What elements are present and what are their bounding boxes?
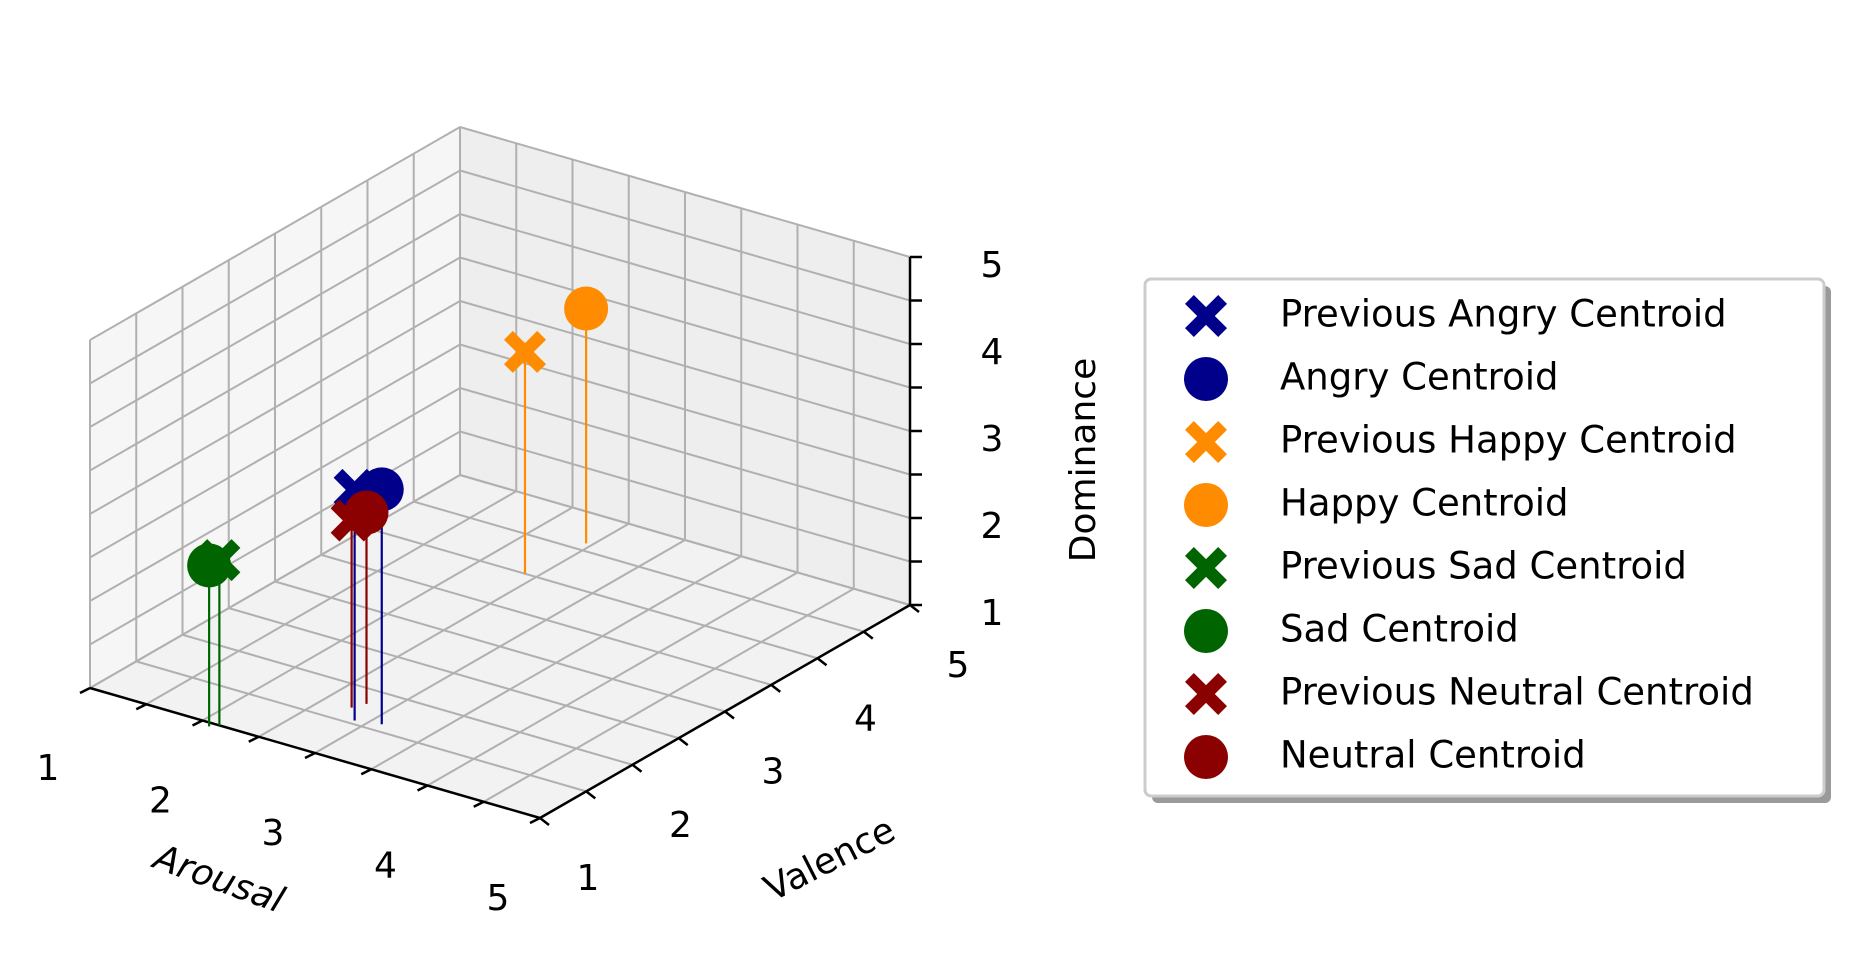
- y-tick-label: 3: [762, 752, 785, 793]
- legend-marker-circle: [1184, 735, 1228, 779]
- previous-happy-centroid-point: [504, 330, 546, 373]
- floor-grid-x: [370, 555, 742, 771]
- x-tick: [135, 703, 147, 711]
- legend-label: Angry Centroid: [1280, 356, 1558, 399]
- neutral-centroid-point: [344, 490, 389, 535]
- x-tick-label: 2: [149, 781, 172, 822]
- legend-item-previous-neutral-centroid: Previous Neutral Centroid: [1185, 671, 1754, 715]
- x-tick-label: 3: [262, 813, 285, 854]
- x-tick-label: 4: [374, 846, 397, 887]
- x-tick: [529, 816, 541, 825]
- legend-label: Neutral Centroid: [1280, 734, 1586, 777]
- floor-grid-x: [483, 587, 855, 803]
- x-tick: [473, 800, 485, 808]
- legend-marker-x: [1185, 547, 1227, 589]
- legend-marker-x: [1185, 421, 1227, 463]
- x-tick-label: 5: [487, 878, 510, 919]
- back-wall-grid-z: [459, 213, 911, 345]
- z-axis-label: Dominance: [1063, 358, 1104, 562]
- stem-lines: [208, 308, 588, 727]
- y-tick: [862, 630, 874, 640]
- legend-box: [1143, 277, 1826, 798]
- y-tick: [585, 790, 597, 800]
- legend-label: Previous Sad Centroid: [1280, 545, 1687, 588]
- floor-grid-y: [459, 474, 911, 606]
- left-wall-grid-z: [89, 213, 461, 428]
- y-tick: [770, 683, 782, 693]
- legend-label: Previous Happy Centroid: [1280, 419, 1737, 462]
- floor-grid-y: [413, 500, 865, 633]
- legend: Previous Angry Centroid Angry Centroid Pre…: [1143, 277, 1831, 803]
- x-tick: [191, 719, 204, 727]
- x-tick: [79, 686, 91, 695]
- axis-lines: [79, 255, 922, 826]
- x-tick: [360, 768, 372, 776]
- x-tick: [304, 751, 316, 760]
- legend-label: Happy Centroid: [1280, 482, 1568, 525]
- back-wall-grid-z: [459, 126, 911, 258]
- happy-centroid-point: [564, 286, 609, 331]
- x-tick: [248, 735, 260, 743]
- legend-marker-circle: [1184, 483, 1228, 527]
- sad-centroid-point: [187, 543, 232, 588]
- left-wall-grid-z: [89, 126, 461, 341]
- y-tick: [909, 604, 920, 613]
- left-wall-grid-z: [89, 300, 461, 515]
- back-wall-grid-z: [459, 300, 911, 432]
- legend-item-previous-sad-centroid: Previous Sad Centroid: [1185, 545, 1687, 589]
- y-tick-label: 5: [947, 645, 970, 686]
- y-tick: [539, 817, 550, 826]
- floor-grid-y: [274, 580, 726, 713]
- legend-item-sad-centroid: Sad Centroid: [1184, 608, 1519, 653]
- z-tick-label: 3: [981, 419, 1004, 460]
- legend-marker-x: [1185, 673, 1227, 715]
- legend-marker-x: [1185, 295, 1227, 337]
- x-tick: [416, 784, 429, 792]
- legend-label: Sad Centroid: [1280, 608, 1519, 651]
- left-wall-grid-z: [89, 256, 461, 472]
- y-tick-label: 4: [854, 698, 877, 739]
- legend-item-previous-happy-centroid: Previous Happy Centroid: [1185, 419, 1737, 463]
- y-axis-label: Valence: [758, 810, 902, 910]
- back-wall-grid-z: [459, 169, 911, 302]
- x-tick-label: 1: [37, 748, 60, 789]
- legend-item-angry-centroid: Angry Centroid: [1184, 356, 1558, 401]
- legend-label: Previous Angry Centroid: [1280, 293, 1727, 336]
- y-tick: [631, 763, 643, 773]
- legend-item-previous-angry-centroid: Previous Angry Centroid: [1185, 293, 1727, 337]
- back-wall-grid-z: [459, 256, 911, 389]
- legend-label: Previous Neutral Centroid: [1280, 671, 1754, 714]
- y-tick: [724, 710, 735, 720]
- floor-grid-y: [367, 527, 818, 660]
- floor-grid-y: [320, 553, 772, 686]
- z-tick-label: 2: [981, 506, 1004, 547]
- y-tick: [677, 737, 689, 747]
- data-markers: [187, 286, 609, 588]
- y-tick: [816, 657, 828, 667]
- z-tick-label: 1: [981, 593, 1004, 634]
- z-tick-label: 5: [981, 245, 1004, 286]
- legend-item-happy-centroid: Happy Centroid: [1184, 482, 1568, 527]
- legend-item-neutral-centroid: Neutral Centroid: [1184, 734, 1586, 779]
- floor-grid-x: [427, 571, 798, 787]
- legend-marker-circle: [1184, 357, 1228, 401]
- left-wall-grid-z: [89, 169, 461, 385]
- legend-items: Previous Angry Centroid Angry Centroid Pre…: [1184, 293, 1754, 779]
- y-tick-label: 2: [669, 805, 692, 846]
- legend-marker-circle: [1184, 609, 1228, 653]
- y-tick-label: 1: [577, 858, 600, 899]
- z-tick-label: 4: [981, 332, 1004, 373]
